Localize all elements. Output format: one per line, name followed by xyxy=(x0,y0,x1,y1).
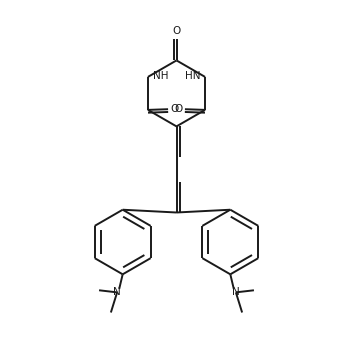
Text: O: O xyxy=(172,27,181,36)
Text: HN: HN xyxy=(185,70,200,80)
Text: N: N xyxy=(232,287,240,298)
Text: O: O xyxy=(174,104,182,114)
Text: O: O xyxy=(171,104,179,114)
Text: NH: NH xyxy=(153,70,168,80)
Text: N: N xyxy=(113,287,121,298)
